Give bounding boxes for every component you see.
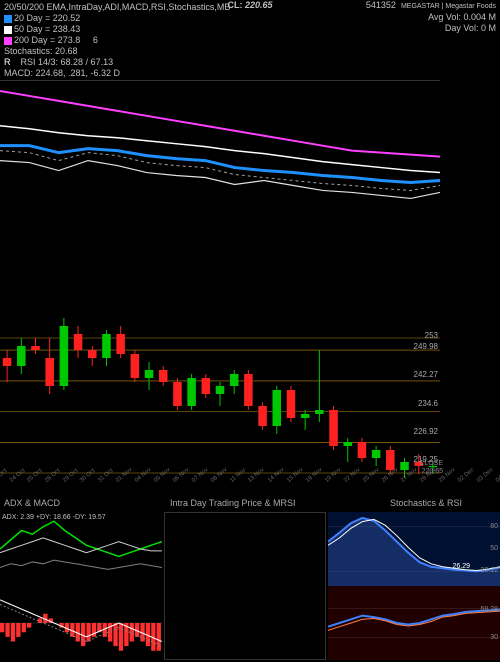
stoch-rsi-chart[interactable]: 805020.1226.29 68.2830	[328, 512, 500, 660]
adx-macd-chart[interactable]: ADX: 2.39 +DY: 18.66 -DY: 19.57	[0, 512, 162, 660]
intra-title: Intra Day Trading Price & MRSI	[170, 498, 296, 508]
ema-chart[interactable]	[0, 80, 440, 280]
ticker-info: 541352 MEGASTAR | Megastar Foods Avg Vol…	[366, 0, 496, 34]
stoch-tick-label: 80	[490, 523, 498, 530]
date-axis: 23 Oct24 Oct25 Oct28 Oct29 Oct30 Oct31 O…	[0, 476, 440, 490]
candlestick-chart[interactable]: 23 Oct24 Oct25 Oct28 Oct29 Oct30 Oct31 O…	[0, 310, 440, 490]
price-level-label: 234.6	[418, 399, 438, 408]
stoch-tick-label: 50	[490, 545, 498, 552]
price-level-label: 242.27	[414, 370, 438, 379]
rsi-tick-label: 30	[490, 634, 498, 641]
price-level-label: 226.92	[414, 427, 438, 436]
rsi-tick-label: 68.28	[480, 606, 498, 613]
price-level-label: 249.98	[414, 342, 438, 351]
stoch-tick-label: 20.12	[480, 567, 498, 574]
intraday-chart[interactable]	[164, 512, 326, 660]
close-price: CL: 220.65	[227, 0, 272, 10]
price-level-label: 253	[425, 331, 438, 340]
stoch-title: Stochastics & RSI	[390, 498, 462, 508]
adx-values: ADX: 2.39 +DY: 18.66 -DY: 19.57	[2, 514, 106, 521]
close-side-label: CLOSE220.65	[419, 460, 443, 476]
adx-title: ADX & MACD	[4, 498, 60, 508]
